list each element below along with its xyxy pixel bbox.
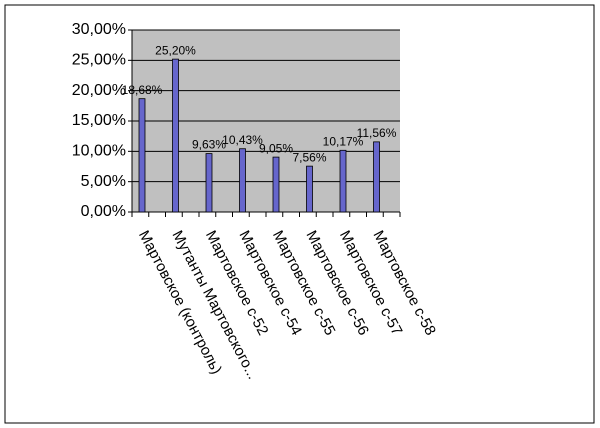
y-tick-label: 10,00% bbox=[72, 143, 126, 160]
bar bbox=[306, 165, 313, 213]
value-label: 9,05% bbox=[259, 141, 293, 155]
bar bbox=[138, 98, 146, 213]
bar bbox=[373, 141, 380, 213]
y-tick-label: 15,00% bbox=[72, 112, 126, 129]
bar bbox=[205, 153, 213, 213]
y-tick-label: 0,00% bbox=[81, 203, 126, 220]
bar bbox=[339, 149, 347, 213]
bar bbox=[272, 156, 280, 213]
value-label: 11,56% bbox=[357, 126, 397, 140]
y-tick-label: 25,00% bbox=[72, 52, 126, 69]
value-label: 10,17% bbox=[323, 134, 364, 148]
bar bbox=[239, 148, 246, 213]
y-tick-label: 5,00% bbox=[81, 173, 126, 190]
value-label: 7,56% bbox=[292, 150, 326, 164]
y-tick-label: 30,00% bbox=[72, 21, 126, 38]
value-label: 25,20% bbox=[155, 43, 196, 57]
value-label: 9,63% bbox=[192, 138, 226, 152]
y-tick-label: 20,00% bbox=[72, 82, 126, 99]
value-label: 18,68% bbox=[122, 83, 163, 97]
value-label: 10,43% bbox=[222, 133, 263, 147]
bar bbox=[172, 58, 179, 213]
